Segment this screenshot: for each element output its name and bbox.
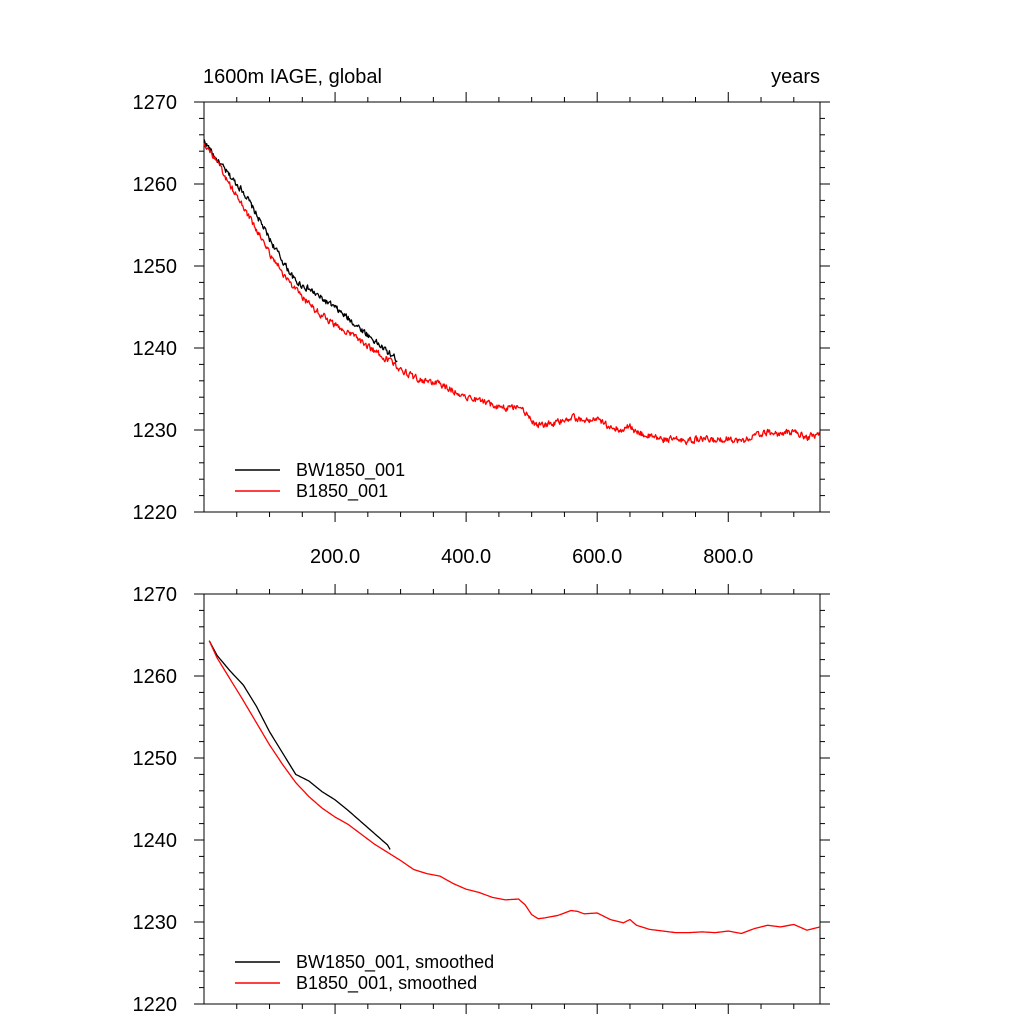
plot-frame	[203, 593, 821, 1005]
x-tick-label: 400.0	[441, 546, 491, 568]
legend-label-b1850-smoothed: B1850_001, smoothed	[296, 973, 477, 994]
y-tick-label: 1270	[133, 584, 178, 606]
x-tick-label: 800.0	[703, 546, 753, 568]
y-tick-label: 1260	[133, 666, 178, 688]
axis-ticks	[194, 584, 830, 1014]
top-panel: 1600m IAGE, global years 1220 1230 1240 125…	[133, 66, 830, 568]
y-axis-labels: 1220 1230 1240 1250 1260 1270	[133, 92, 178, 524]
series-group	[203, 138, 821, 446]
y-tick-label: 1240	[133, 830, 178, 852]
series-line-b1850-001	[203, 142, 821, 446]
panel-title-left: 1600m IAGE, global	[203, 66, 382, 88]
y-tick-label: 1250	[133, 748, 178, 770]
y-tick-label: 1260	[133, 174, 178, 196]
y-tick-label: 1240	[133, 338, 178, 360]
y-tick-label: 1220	[133, 994, 178, 1016]
y-tick-label: 1230	[133, 420, 178, 442]
x-axis-labels: 200.0 400.0 600.0 800.0	[310, 546, 753, 568]
legend: BW1850_001, smoothed B1850_001, smoothed	[235, 952, 494, 994]
y-axis-labels: 1220 1230 1240 1250 1260 1270	[133, 584, 178, 1016]
series-line-bw1850-001	[203, 138, 398, 363]
x-tick-label: 200.0	[310, 546, 360, 568]
y-tick-label: 1230	[133, 912, 178, 934]
legend-label-bw1850: BW1850_001	[296, 460, 405, 481]
axis-ticks	[194, 92, 830, 522]
bottom-panel: 1220 1230 1240 1250 1260 1270 BW1850_001, smo…	[133, 584, 830, 1016]
series-line-b1850-001-smoothed	[208, 640, 821, 935]
plot-frame	[203, 101, 821, 513]
series-group	[208, 640, 821, 935]
series-line-bw1850-001-smoothed	[208, 640, 391, 850]
legend-label-b1850: B1850_001	[296, 481, 388, 502]
legend-label-bw1850-smoothed: BW1850_001, smoothed	[296, 952, 494, 973]
y-tick-label: 1220	[133, 502, 178, 524]
legend: BW1850_001 B1850_001	[235, 460, 405, 502]
x-tick-label: 600.0	[572, 546, 622, 568]
panel-title-right: years	[771, 66, 820, 88]
y-tick-label: 1250	[133, 256, 178, 278]
y-tick-label: 1270	[133, 92, 178, 114]
